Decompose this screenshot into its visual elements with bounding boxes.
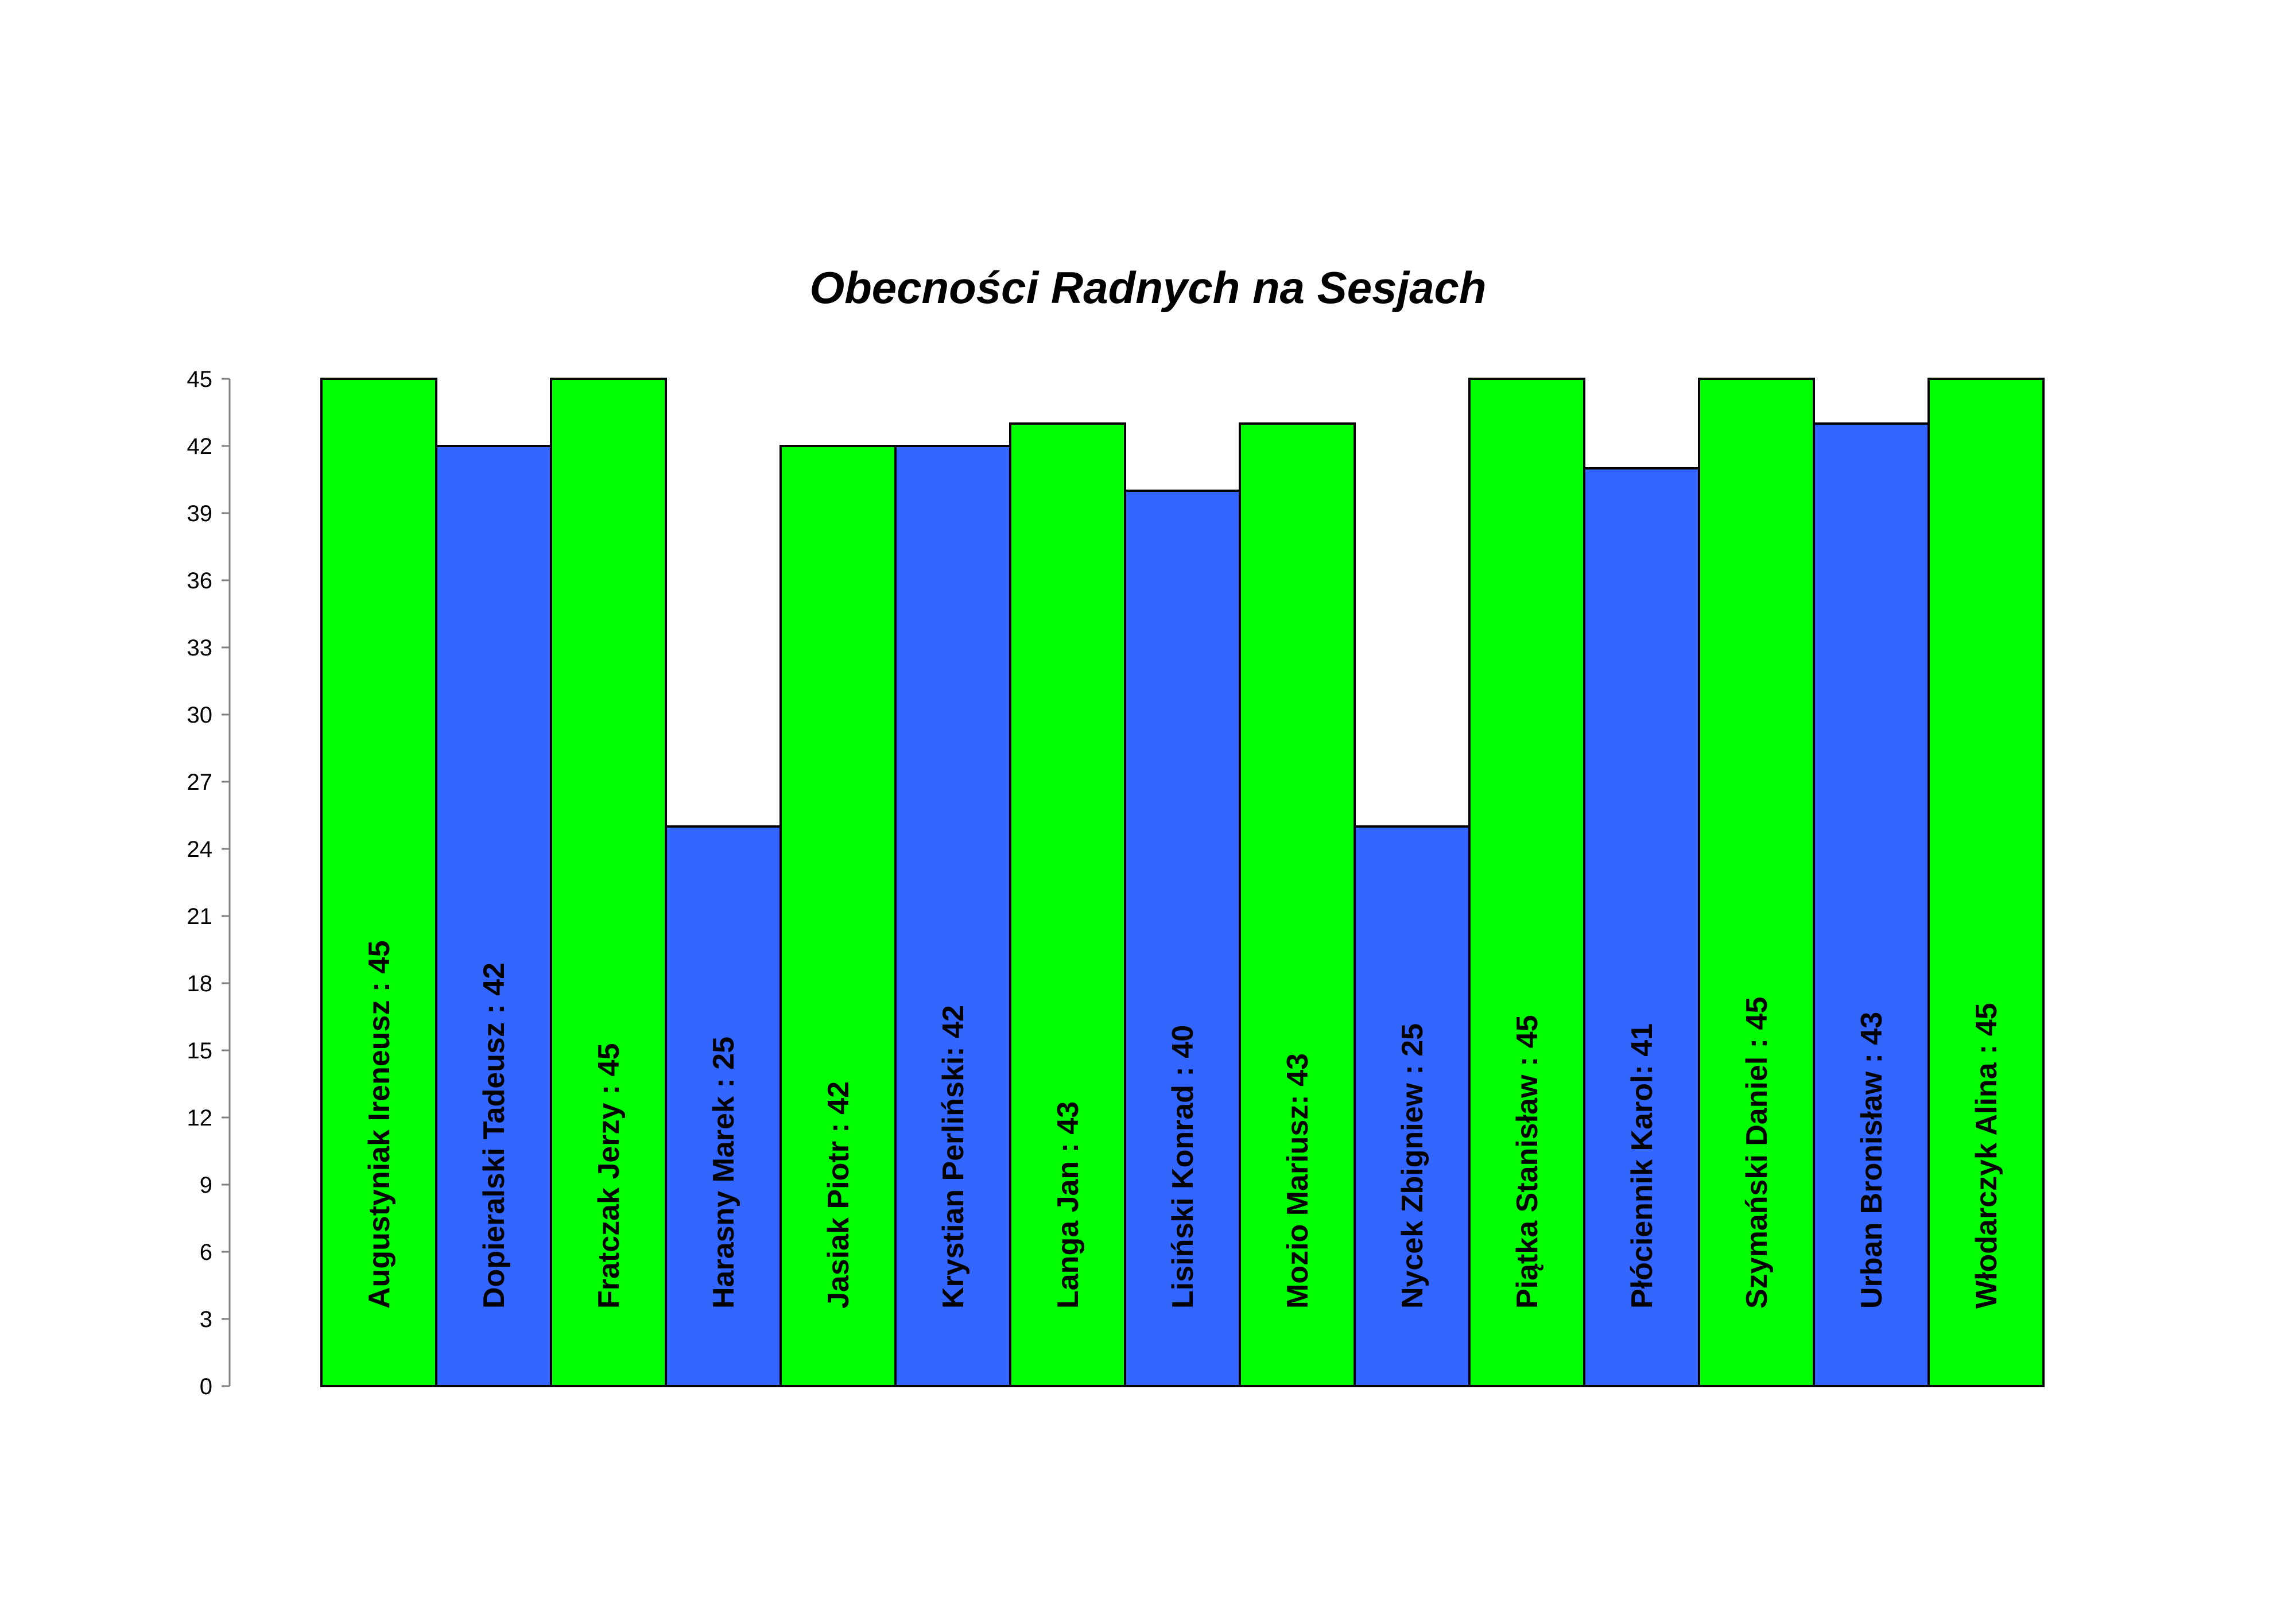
bar <box>550 378 667 1387</box>
y-tick-label: 27 <box>187 770 213 795</box>
bar-label: Nycek Zbigniew : 25 <box>1396 1023 1429 1309</box>
y-tick-label: 6 <box>200 1240 212 1265</box>
bar-label: Urban Bronisław : 43 <box>1855 1012 1888 1309</box>
y-tick-label: 18 <box>187 971 213 996</box>
bar-label: Piątka Stanisław : 45 <box>1511 1015 1544 1309</box>
bar <box>1239 422 1356 1387</box>
y-tick-label: 36 <box>187 568 213 593</box>
bar <box>894 445 1011 1387</box>
bar-label: Langa Jan : 43 <box>1052 1101 1085 1309</box>
y-tick-label: 3 <box>200 1307 212 1332</box>
bar-label: Jasiak Piotr : 42 <box>822 1081 855 1309</box>
bar-label: Lisiński Konrad : 40 <box>1166 1025 1200 1309</box>
y-tick-label: 21 <box>187 904 213 929</box>
bar-label: Szymański Daniel : 45 <box>1740 997 1774 1309</box>
bar-label: Krystian Perliński: 42 <box>937 1005 970 1309</box>
bar <box>1124 490 1241 1387</box>
y-tick-label: 12 <box>187 1105 213 1131</box>
bar <box>1468 378 1585 1387</box>
y-tick-label: 42 <box>187 434 213 459</box>
y-tick-label: 30 <box>187 703 213 728</box>
y-tick-label: 0 <box>200 1374 212 1399</box>
bars <box>320 378 2045 1387</box>
bar-labels: Augustyniak Ireneusz : 45 Dopieralski Tad… <box>363 940 2003 1309</box>
y-tick-label: 39 <box>187 501 213 526</box>
y-tick-label: 33 <box>187 635 213 661</box>
bar-label: Włodarczyk Alina : 45 <box>1970 1003 2003 1309</box>
y-tick-label: 15 <box>187 1038 213 1064</box>
bar-label: Augustyniak Ireneusz : 45 <box>363 940 396 1309</box>
y-tick-label: 9 <box>200 1173 212 1198</box>
bar-label: Mozio Mariusz: 43 <box>1281 1053 1314 1309</box>
bar <box>1353 825 1471 1387</box>
bar <box>435 445 552 1387</box>
bar-label: Płóciennik Karol: 41 <box>1626 1023 1659 1309</box>
chart-title: Obecności Radnych na Sesjach <box>809 262 1486 313</box>
bar <box>320 378 437 1387</box>
bar <box>1927 378 2045 1387</box>
bar <box>1698 378 1815 1387</box>
bar-label: Fratczak Jerzy : 45 <box>592 1043 626 1309</box>
y-tick-label: 24 <box>187 837 213 862</box>
bar-label: Dopieralski Tadeusz : 42 <box>478 963 511 1309</box>
bar-label: Harasny Marek : 25 <box>707 1037 740 1309</box>
y-tick-label: 45 <box>187 367 213 392</box>
bar <box>1009 422 1126 1387</box>
